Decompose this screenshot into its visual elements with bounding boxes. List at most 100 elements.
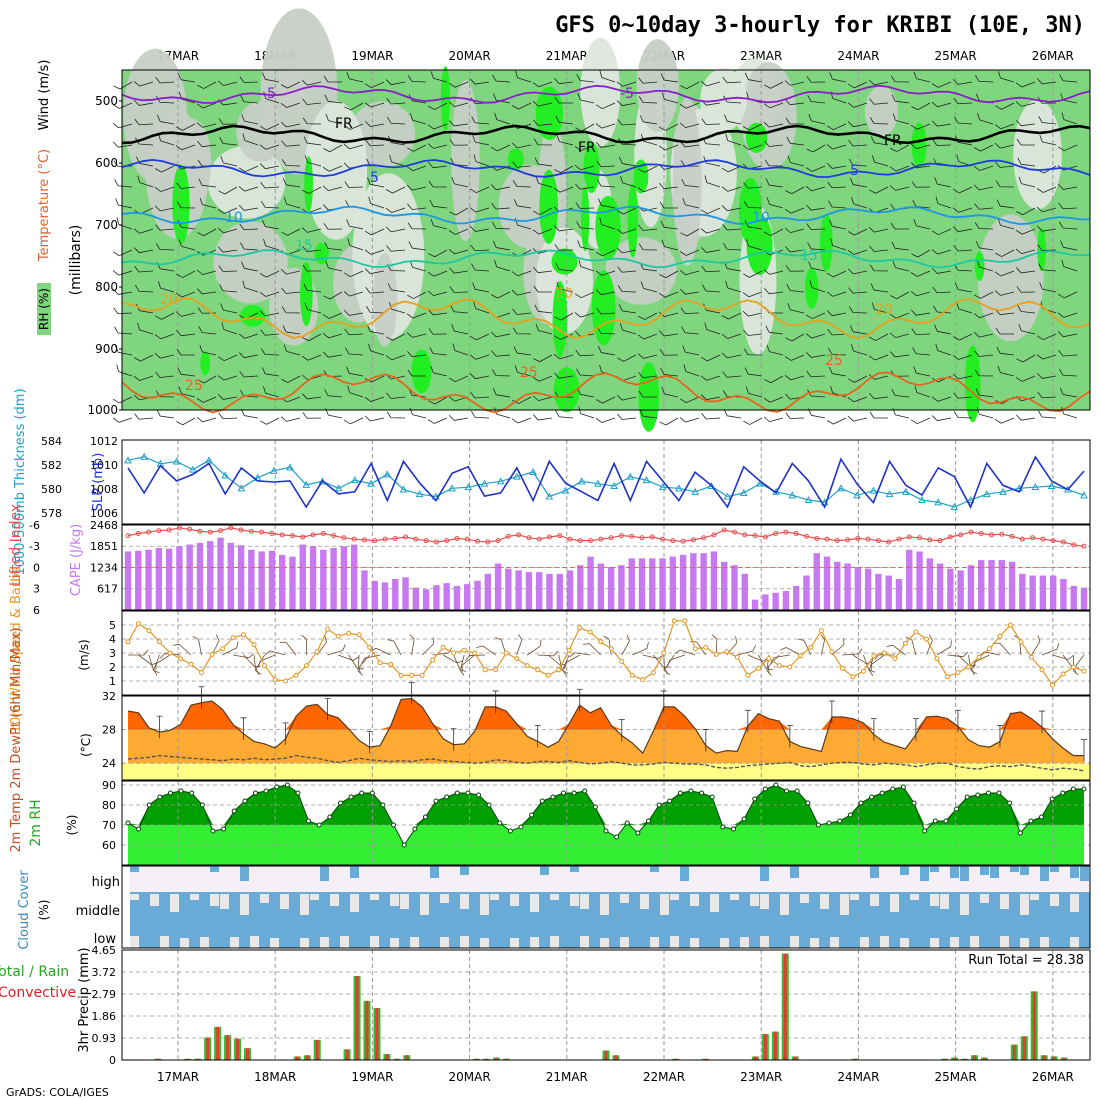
rh2m-point [592,804,598,810]
credit-label: GrADS: COLA/IGES [6,1086,109,1099]
wind-barb [595,270,616,276]
temp2m-minmax-bar [240,717,247,740]
wind-barb [1057,144,1078,152]
wind-barb [238,333,259,339]
wind-barb [385,186,406,194]
wind10m-point [283,678,289,684]
wind-barb [448,375,469,383]
wind-barb [700,207,721,215]
rh2m-point [784,788,790,794]
lifted-index-point [207,529,213,535]
rh2m-point [1070,786,1076,792]
wind-barb [637,353,658,359]
wind-barb [617,119,637,126]
wind-barb [514,365,532,377]
rh2m-point [539,798,545,804]
wind-barb [364,415,385,422]
wind10m-point [766,656,772,662]
wind-barb [240,242,259,251]
wind10m-barb [1041,643,1060,656]
wind-barb [704,175,721,188]
precip-convective-bar [783,953,787,1060]
cape-bar [607,566,615,610]
cloud-mid-gap [1050,894,1059,906]
wind-barb [764,81,784,89]
cape-bar [978,560,985,610]
wind-barb [976,260,994,272]
wind10m-point [388,661,394,667]
wind-barb [701,413,721,420]
thickness-point [140,452,149,460]
wind-barb [491,203,511,210]
lifted-index-point [433,539,439,545]
cape-bar [597,563,605,610]
wind-barb [137,322,154,335]
lifted-index-point [248,528,254,534]
wind-barb [260,182,280,189]
wind-barb [112,249,133,257]
wind-barb [304,302,322,314]
wind10m-barb [153,654,160,676]
wind-barb [134,284,154,293]
wind-barb [347,238,364,251]
cloud-low-gap [270,938,279,948]
wind-barb [449,120,469,127]
wind10m-barb [537,650,559,657]
wind-barb [134,413,154,420]
wind-barb [322,165,343,172]
cape-bar [587,556,594,610]
precip-convective-bar [365,1000,369,1060]
cloud-low-gap [1020,938,1029,948]
wind-barb [931,267,952,274]
cloud-high-bar [240,866,249,881]
wind-barb [724,114,742,125]
pressure-tick-label: 700 [95,218,118,232]
wind-barb [1036,372,1057,379]
cape-bar [443,583,450,610]
lifted-index-point [598,536,604,542]
cloud-mid-gap [940,894,949,909]
lifted-index-point [382,536,388,542]
wind-barb [427,290,448,297]
cape-bar [998,560,1005,610]
temp2m-area [128,698,1084,764]
rh2m-point [465,790,471,796]
wind10m-point [209,651,215,657]
wind-barb [534,157,553,167]
wind-barb [953,245,973,252]
cape-bar [279,554,286,610]
pressure-tick-label: 600 [95,156,118,170]
wind-barb [785,265,805,272]
wind10m-barb [642,654,664,659]
legend-temperature-label: Temperature (°C) [37,149,52,262]
cape-tick-label: 1851 [90,540,118,553]
wind10m-point [776,663,782,669]
wind10m-barb [128,649,149,656]
wind-barb [533,266,553,274]
lifted-index-point [351,536,357,542]
cape-bar [947,568,954,610]
wind10m-point [682,618,688,624]
rh2m-point [794,788,800,794]
wind-barb [595,123,616,129]
cloud-mid-gap [530,894,539,912]
rh2m-point [125,820,131,826]
cape-bar [217,537,224,610]
lifted-index-point [886,539,892,545]
isotherm-line [121,371,1091,414]
lifted-index-point [588,538,594,544]
wind-barb [659,182,679,190]
wind-barb [763,102,784,109]
wind-barb [263,238,280,251]
wind-barb [469,225,490,232]
wind-barb [155,371,175,378]
wind-barb [196,269,217,276]
wind-barb [260,417,280,425]
wind-barb [1038,263,1057,272]
wind-barb [176,201,196,209]
wind-barb [428,180,447,188]
wind-barb [344,102,364,111]
cloud-level-high: high [92,875,120,890]
wind-barb [134,118,154,126]
wind-barb [785,186,805,195]
